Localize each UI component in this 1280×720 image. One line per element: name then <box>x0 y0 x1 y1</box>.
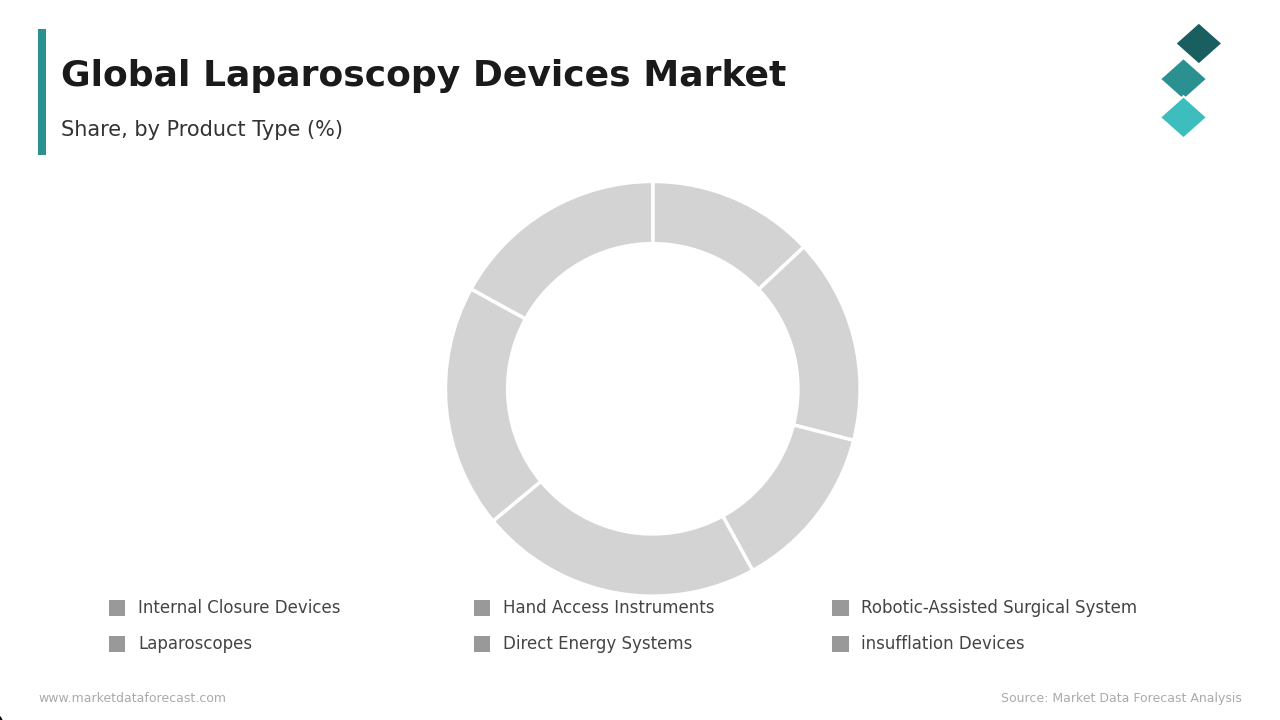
Text: Direct Energy Systems: Direct Energy Systems <box>503 636 692 654</box>
Text: Internal Closure Devices: Internal Closure Devices <box>138 599 340 618</box>
Wedge shape <box>723 425 854 570</box>
Polygon shape <box>1175 22 1222 65</box>
Text: Source: Market Data Forecast Analysis: Source: Market Data Forecast Analysis <box>1001 692 1242 705</box>
Text: Global Laparoscopy Devices Market: Global Laparoscopy Devices Market <box>61 58 787 93</box>
Polygon shape <box>1160 58 1207 100</box>
Wedge shape <box>759 247 860 441</box>
Wedge shape <box>471 181 653 319</box>
Wedge shape <box>445 289 541 521</box>
Text: Laparoscopes: Laparoscopes <box>138 636 252 654</box>
Text: Robotic-Assisted Surgical System: Robotic-Assisted Surgical System <box>861 599 1138 618</box>
Wedge shape <box>493 482 753 596</box>
Polygon shape <box>1160 96 1207 138</box>
Wedge shape <box>653 181 804 289</box>
Text: insufflation Devices: insufflation Devices <box>861 636 1025 654</box>
Text: Share, by Product Type (%): Share, by Product Type (%) <box>61 120 343 140</box>
Text: www.marketdataforecast.com: www.marketdataforecast.com <box>38 692 227 705</box>
Text: Hand Access Instruments: Hand Access Instruments <box>503 599 714 618</box>
